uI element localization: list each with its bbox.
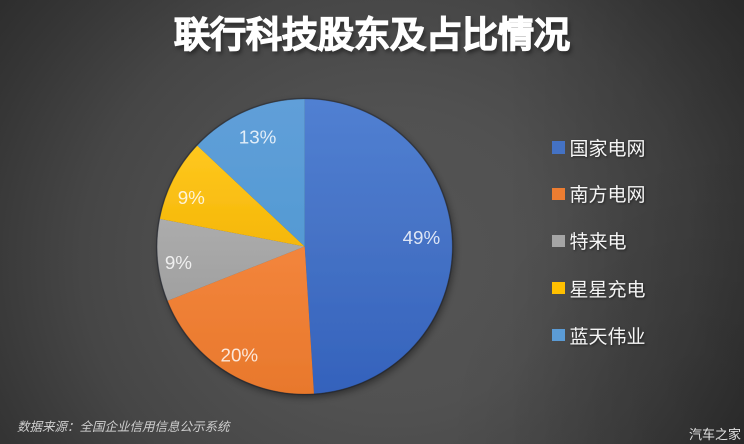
svg-text:20%: 20% (221, 345, 259, 366)
svg-text:13%: 13% (239, 127, 277, 148)
svg-text:9%: 9% (165, 252, 192, 273)
svg-text:9%: 9% (178, 187, 205, 208)
svg-text:49%: 49% (403, 227, 441, 248)
